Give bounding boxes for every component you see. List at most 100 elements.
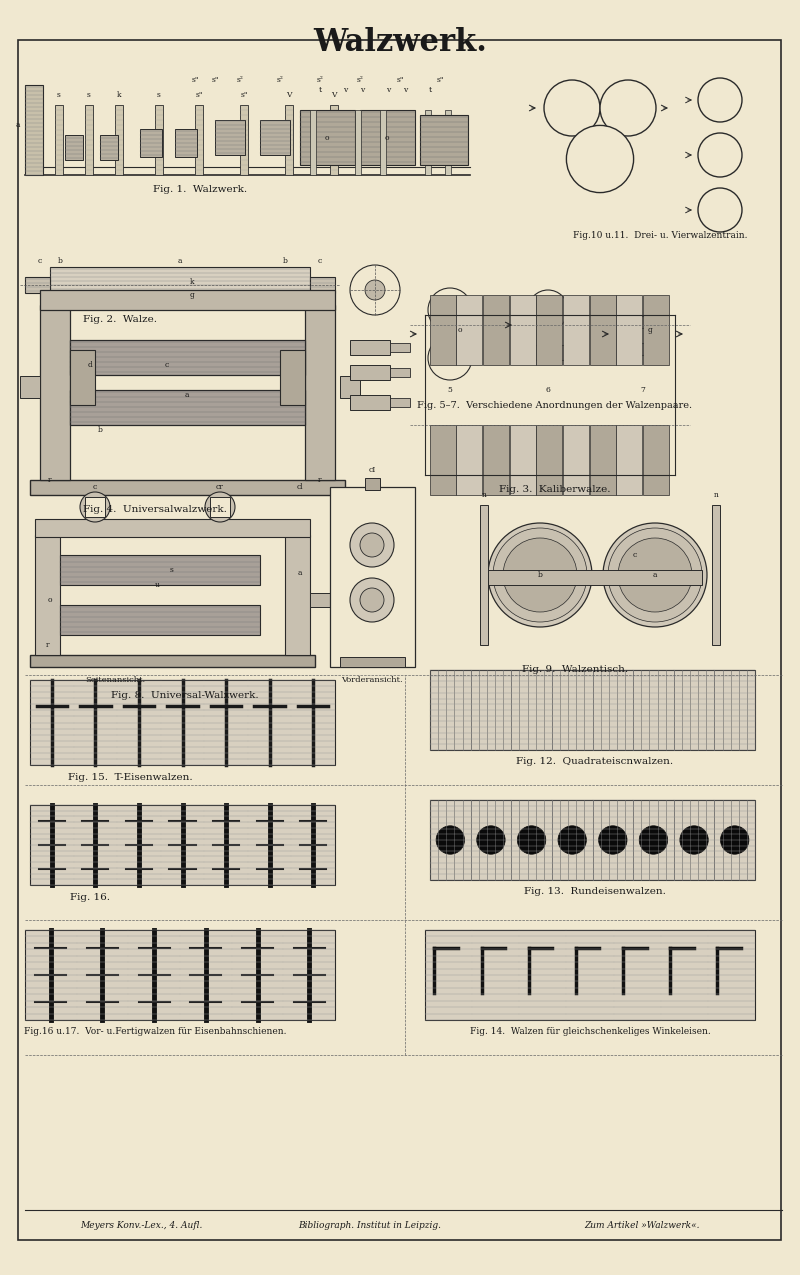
- Circle shape: [342, 612, 358, 629]
- Text: a: a: [178, 258, 182, 265]
- Circle shape: [721, 826, 749, 854]
- Bar: [425, 929, 755, 1020]
- Text: k: k: [117, 91, 122, 99]
- Circle shape: [566, 125, 634, 193]
- Text: v: v: [343, 85, 347, 94]
- Circle shape: [698, 78, 742, 122]
- Circle shape: [558, 826, 586, 854]
- Text: 7: 7: [641, 386, 646, 394]
- Bar: [365, 478, 380, 490]
- Bar: [480, 505, 488, 645]
- Bar: [483, 425, 509, 495]
- Bar: [350, 340, 390, 354]
- Circle shape: [618, 538, 692, 612]
- Text: Fig. 4.  Universalwalzwerk.: Fig. 4. Universalwalzwerk.: [83, 505, 227, 515]
- Bar: [536, 295, 562, 365]
- Polygon shape: [678, 694, 710, 727]
- Bar: [285, 536, 310, 655]
- Bar: [60, 606, 260, 635]
- Text: Fig.16 u.17.  Vor- u.Fertigwalzen für Eisenbahnschienen.: Fig.16 u.17. Vor- u.Fertigwalzen für Eis…: [24, 1028, 286, 1037]
- Circle shape: [488, 523, 592, 627]
- Circle shape: [350, 523, 394, 567]
- Bar: [240, 105, 248, 175]
- Text: c: c: [93, 483, 97, 491]
- Circle shape: [639, 826, 668, 854]
- Polygon shape: [637, 694, 670, 727]
- Bar: [350, 365, 390, 380]
- Circle shape: [360, 588, 384, 612]
- Bar: [360, 110, 415, 164]
- Text: Vorderansicht.: Vorderansicht.: [341, 676, 403, 683]
- Text: a: a: [298, 569, 302, 578]
- Polygon shape: [515, 694, 548, 727]
- Text: b: b: [98, 426, 102, 434]
- Bar: [30, 655, 315, 667]
- Text: b: b: [282, 258, 287, 265]
- Text: s²: s²: [237, 76, 243, 84]
- Bar: [100, 135, 118, 159]
- Text: c: c: [318, 258, 322, 265]
- Bar: [420, 115, 468, 164]
- Bar: [430, 799, 755, 880]
- Bar: [40, 305, 70, 479]
- Text: c: c: [38, 258, 42, 265]
- Text: s: s: [170, 566, 174, 574]
- Text: b: b: [538, 571, 542, 579]
- Bar: [280, 351, 305, 405]
- Text: Zum Artikel »Walzwerk«.: Zum Artikel »Walzwerk«.: [585, 1220, 700, 1229]
- Bar: [390, 398, 410, 407]
- Polygon shape: [718, 694, 751, 727]
- Bar: [115, 105, 123, 175]
- Circle shape: [600, 80, 656, 136]
- Text: Walzwerk.: Walzwerk.: [313, 27, 487, 57]
- Bar: [456, 295, 482, 365]
- Text: s²: s²: [277, 76, 283, 84]
- Bar: [60, 555, 260, 585]
- Text: Fig. 3.  Kaliberwalze.: Fig. 3. Kaliberwalze.: [499, 486, 610, 495]
- Text: s": s": [211, 76, 218, 84]
- Text: n: n: [714, 491, 718, 499]
- Bar: [260, 120, 290, 156]
- Circle shape: [603, 523, 707, 627]
- Bar: [330, 487, 415, 667]
- Bar: [430, 425, 456, 495]
- Text: cr: cr: [216, 483, 224, 491]
- Circle shape: [436, 826, 465, 854]
- Bar: [430, 669, 755, 750]
- Text: s": s": [396, 76, 404, 84]
- Bar: [590, 425, 616, 495]
- Bar: [712, 505, 720, 645]
- Text: Fig. 13.  Rundeisenwalzen.: Fig. 13. Rundeisenwalzen.: [524, 887, 666, 896]
- Circle shape: [360, 533, 384, 557]
- Text: r: r: [48, 476, 52, 484]
- Text: c: c: [165, 361, 169, 368]
- Bar: [195, 105, 203, 175]
- Bar: [616, 295, 642, 365]
- Bar: [310, 593, 355, 607]
- Text: V: V: [331, 91, 337, 99]
- Bar: [300, 110, 355, 164]
- Bar: [390, 343, 410, 352]
- Bar: [70, 351, 95, 405]
- Bar: [528, 346, 568, 360]
- Text: g: g: [647, 326, 653, 334]
- Polygon shape: [597, 694, 629, 727]
- Text: v: v: [360, 85, 364, 94]
- Bar: [355, 110, 361, 175]
- Polygon shape: [434, 694, 466, 727]
- Bar: [70, 390, 305, 425]
- Bar: [50, 266, 310, 303]
- Text: o: o: [385, 134, 390, 142]
- Text: t: t: [318, 85, 322, 94]
- Bar: [616, 425, 642, 495]
- Bar: [215, 120, 245, 156]
- Text: a: a: [185, 391, 190, 399]
- Bar: [510, 425, 536, 495]
- Circle shape: [350, 578, 394, 622]
- Text: Fig. 9.  Walzentisch.: Fig. 9. Walzentisch.: [522, 666, 628, 674]
- Text: s: s: [57, 91, 61, 99]
- Text: a: a: [16, 121, 20, 129]
- Text: Fig. 8.  Universal-Walzwerk.: Fig. 8. Universal-Walzwerk.: [111, 691, 259, 700]
- Bar: [35, 536, 60, 655]
- Bar: [340, 657, 405, 667]
